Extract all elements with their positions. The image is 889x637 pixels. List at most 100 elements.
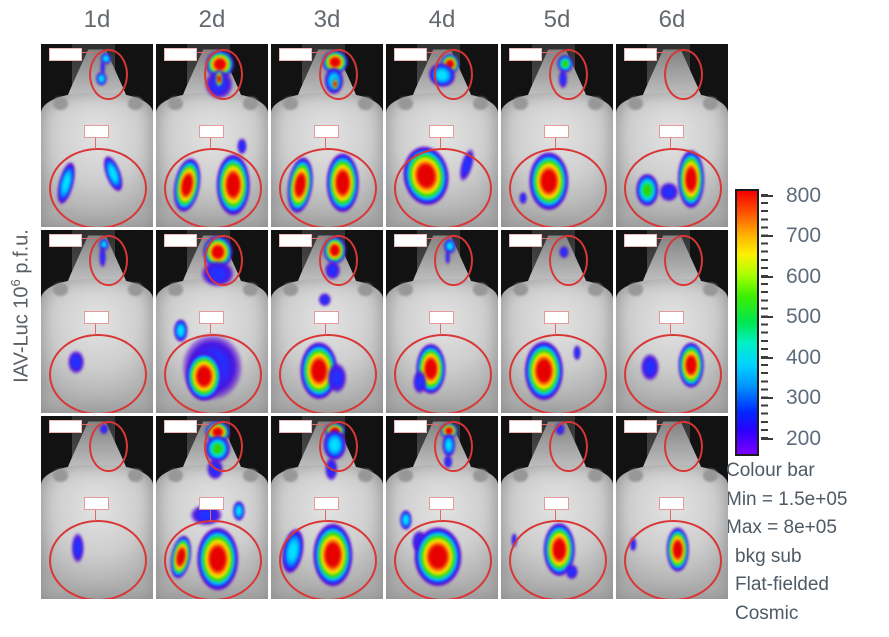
tag-connector-line: [79, 238, 94, 240]
mouse-ear-right: [588, 283, 603, 296]
label-tag: [393, 233, 428, 247]
column-header: 6d: [658, 6, 686, 33]
mouse-ear-left: [513, 469, 528, 482]
label-tag: [163, 419, 198, 433]
chest-roi-ellipse: [394, 148, 493, 227]
mouse-cell: [156, 416, 268, 599]
chest-roi-ellipse: [509, 148, 608, 227]
label-tag: [623, 47, 658, 61]
tag-connector-line: [94, 322, 96, 336]
chest-roi-ellipse: [624, 148, 723, 227]
mouse-cell: [386, 44, 498, 227]
label-tag: [428, 124, 455, 139]
tag-connector-line: [94, 136, 96, 150]
tag-connector-line: [194, 424, 209, 426]
mouse-ear-left: [53, 97, 68, 110]
colorbar-tick: [761, 275, 773, 278]
mouse-ear-right: [243, 97, 258, 110]
mouse-ear-left: [628, 283, 643, 296]
label-tag: [313, 310, 340, 325]
label-tag: [508, 419, 543, 433]
label-tag: [623, 419, 658, 433]
mouse-ear-left: [398, 283, 413, 296]
colorbar-gradient: [735, 189, 759, 456]
mouse-ear-right: [703, 283, 718, 296]
colorbar-caption: Colour bar Min = 1.5e+05 Max = 8e+05 bkg su…: [726, 457, 847, 628]
mouse-ear-left: [283, 283, 298, 296]
tag-connector-line: [539, 52, 554, 54]
colorbar-tick: [761, 194, 773, 197]
nose-roi-ellipse: [319, 234, 358, 287]
mouse-cell: [616, 416, 728, 599]
mouse-cell: [271, 230, 383, 413]
nose-roi-ellipse: [664, 420, 703, 473]
column-header: 2d: [198, 6, 226, 33]
tag-connector-line: [309, 52, 324, 54]
colorbar-tick-label: 800: [786, 183, 822, 207]
chest-roi-ellipse: [509, 520, 608, 599]
nose-roi-ellipse: [204, 48, 243, 101]
tag-connector-line: [194, 238, 209, 240]
signal-blob: [318, 292, 332, 307]
mouse-ear-right: [128, 97, 143, 110]
colorbar-minor-ticks: [761, 194, 768, 444]
chest-roi-ellipse: [164, 148, 263, 227]
tag-connector-line: [654, 238, 669, 240]
tag-connector-line: [439, 136, 441, 150]
tag-connector-line: [94, 508, 96, 522]
mouse-ear-right: [473, 283, 488, 296]
mouse-ear-left: [513, 97, 528, 110]
label-tag: [543, 124, 570, 139]
mouse-ear-right: [358, 283, 373, 296]
colorbar-tick-label: 300: [786, 386, 822, 409]
mouse-ear-left: [168, 283, 183, 296]
nose-roi-ellipse: [319, 420, 358, 473]
tag-connector-line: [209, 322, 211, 336]
mouse-ear-left: [628, 97, 643, 110]
label-tag: [83, 496, 110, 511]
label-tag: [543, 496, 570, 511]
tag-connector-line: [424, 424, 439, 426]
label-tag: [163, 47, 198, 61]
nose-roi-ellipse: [89, 420, 128, 473]
label-tag: [48, 233, 83, 247]
nose-roi-ellipse: [204, 420, 243, 473]
tag-connector-line: [439, 322, 441, 336]
chest-roi-ellipse: [49, 148, 148, 227]
mouse-ear-right: [703, 469, 718, 482]
mouse-ear-left: [513, 283, 528, 296]
colorbar-tick: [761, 235, 773, 237]
chest-roi-ellipse: [624, 520, 723, 599]
chest-roi-ellipse: [279, 334, 378, 413]
colorbar-tick-label: 200: [786, 426, 822, 450]
tag-connector-line: [554, 508, 556, 522]
mouse-cell: [156, 230, 268, 413]
label-tag: [543, 310, 570, 325]
label-tag: [658, 496, 685, 511]
tag-connector-line: [424, 52, 439, 54]
tag-connector-line: [309, 424, 324, 426]
label-tag: [83, 124, 110, 139]
nose-roi-ellipse: [549, 48, 588, 101]
row-axis-label-exponent: 6: [8, 279, 23, 287]
label-tag: [508, 47, 543, 61]
nose-roi-ellipse: [434, 420, 473, 473]
label-tag: [393, 419, 428, 433]
tag-connector-line: [194, 52, 209, 54]
label-tag: [313, 124, 340, 139]
row-axis-label-prefix: IAV-Luc 10: [10, 286, 33, 383]
mouse-ear-right: [588, 97, 603, 110]
nose-roi-ellipse: [89, 234, 128, 287]
chest-roi-ellipse: [49, 520, 148, 599]
tag-connector-line: [79, 52, 94, 54]
chest-roi-ellipse: [624, 334, 723, 413]
mouse-cell: [501, 44, 613, 227]
nose-roi-ellipse: [434, 234, 473, 287]
label-tag: [508, 233, 543, 247]
mouse-ear-left: [398, 469, 413, 482]
column-header: 4d: [428, 6, 456, 33]
tag-connector-line: [324, 322, 326, 336]
colorbar-tick: [761, 316, 773, 318]
label-tag: [278, 233, 313, 247]
